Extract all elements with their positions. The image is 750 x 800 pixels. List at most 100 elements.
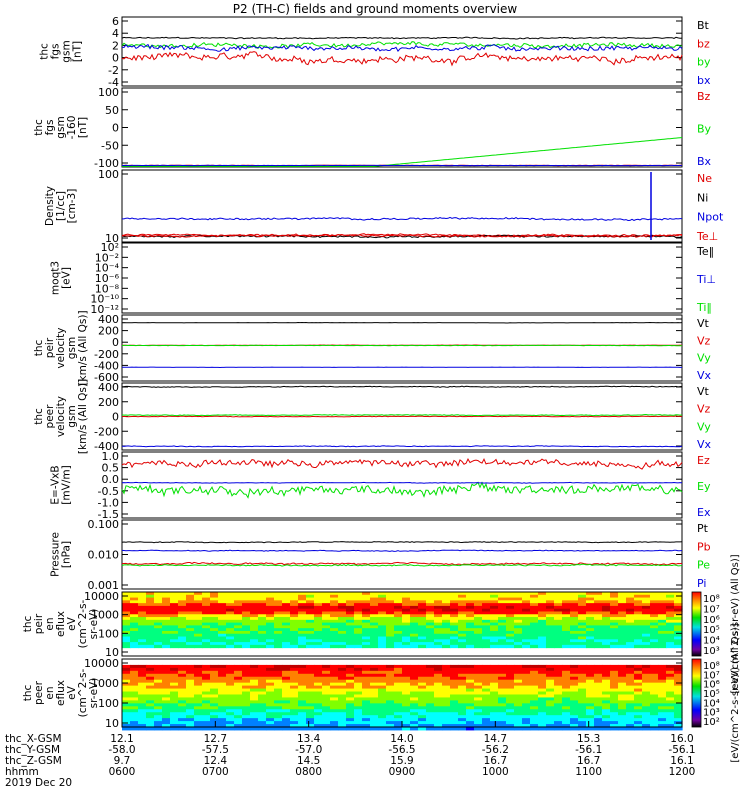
spectrogram-cell (642, 697, 651, 701)
spectrogram-cell (618, 679, 627, 684)
spectrogram-cell (258, 592, 267, 596)
spectrogram-cell (386, 688, 395, 692)
spectrogram-cell (658, 600, 667, 604)
spectrogram-cell (474, 688, 483, 692)
spectrogram-cell (602, 667, 611, 672)
spectrogram-cell (226, 673, 235, 678)
spectrogram-cell (178, 715, 187, 719)
spectrogram-cell (410, 685, 419, 690)
spectrogram-cell (442, 685, 451, 690)
spectrogram-cell (538, 709, 547, 713)
spectrogram-cell (314, 670, 323, 675)
spectrogram-cell (218, 611, 227, 615)
spectrogram-cell (138, 670, 147, 675)
spectrogram-cell (418, 628, 427, 632)
spectrogram-cell (338, 608, 347, 612)
spectrogram-cell (378, 679, 387, 684)
spectrogram-cell (186, 633, 195, 638)
spectrogram-cell (274, 694, 283, 698)
spectrogram-cell (354, 685, 363, 690)
spectrogram-cell (658, 611, 667, 615)
spectrogram-cell (618, 608, 627, 612)
spectrogram-cell (186, 622, 195, 626)
spectrogram-cell (274, 614, 283, 618)
spectrogram-cell (122, 727, 131, 731)
spectrogram-cell (586, 630, 595, 635)
spectrogram-cell (666, 644, 675, 649)
spectrogram-cell (242, 639, 251, 643)
spectrogram-cell (418, 642, 427, 646)
spectrogram-cell (498, 724, 507, 728)
spectrogram-cell (274, 697, 283, 701)
spectrogram-cell (362, 614, 371, 618)
spectrogram-cell (450, 644, 459, 649)
spectrogram-cell (162, 619, 171, 624)
date-label: 2019 Dec 20 (5, 777, 72, 789)
spectrogram-cell (146, 633, 155, 638)
spectrogram-cell (522, 605, 531, 610)
spectrogram-cell (618, 715, 627, 719)
spectrogram-cell (354, 608, 363, 612)
spectrogram-cell (658, 636, 667, 640)
spectrogram-cell (162, 603, 171, 607)
spectrogram-cell (194, 688, 203, 692)
spectrogram-cell (266, 625, 275, 629)
spectrogram-cell (138, 688, 147, 692)
spectrogram-cell (506, 636, 515, 640)
spectrogram-cell (266, 636, 275, 640)
spectrogram-cell (202, 724, 211, 728)
spectrogram-cell (146, 592, 155, 596)
spectrogram-cell (178, 608, 187, 612)
spectrogram-cell (618, 664, 627, 669)
spectrogram-cell (466, 617, 475, 621)
spectrogram-cell (162, 694, 171, 698)
spectrogram-cell (306, 633, 315, 638)
spectrogram-cell (330, 617, 339, 621)
spectrogram-cell (586, 608, 595, 612)
spectrogram-cell (410, 715, 419, 719)
spectrogram-cell (426, 592, 435, 596)
spectrogram-cell (610, 703, 619, 707)
spectrogram-cell (170, 597, 179, 601)
y-axis-label: eV (66, 616, 78, 630)
spectrogram-cell (130, 694, 139, 698)
spectrogram-cell (450, 614, 459, 618)
spectrogram-cell (122, 670, 131, 675)
spectrogram-cell (498, 644, 507, 649)
spectrogram-cell (658, 597, 667, 601)
spectrogram-cell (434, 670, 443, 675)
spectrogram-cell (282, 642, 291, 646)
spectrogram-cell (466, 667, 475, 672)
spectrogram-cell (194, 667, 203, 672)
y-tick-label: 10000 (84, 590, 119, 603)
spectrogram-cell (322, 688, 331, 692)
spectrogram-cell (530, 673, 539, 678)
spectrogram-cell (530, 670, 539, 675)
spectrogram-cell (386, 633, 395, 638)
spectrogram-cell (530, 605, 539, 610)
spectrogram-cell (506, 628, 515, 632)
spectrogram-cell (466, 694, 475, 698)
spectrogram-cell (362, 592, 371, 596)
spectrogram-cell (282, 697, 291, 701)
spectrogram-cell (290, 688, 299, 692)
spectrogram-cell (290, 685, 299, 690)
spectrogram-cell (234, 688, 243, 692)
spectrogram-cell (210, 691, 219, 695)
spectrogram-cell (258, 676, 267, 681)
spectrogram-cell (418, 633, 427, 638)
y-axis-label: (cm^2-s- (77, 668, 89, 717)
spectrogram-cell (434, 603, 443, 607)
spectrogram-cell (162, 718, 171, 722)
spectrogram-cell (298, 625, 307, 629)
spectrogram-cell (274, 642, 283, 646)
spectrogram-cell (282, 636, 291, 640)
spectrogram-cell (266, 644, 275, 649)
spectrogram-cell (442, 600, 451, 604)
spectrogram-cell (546, 673, 555, 678)
spectrogram-cell (618, 644, 627, 649)
spectrogram-cell (402, 724, 411, 728)
spectrogram-cell (586, 603, 595, 607)
spectrogram-cell (626, 688, 635, 692)
